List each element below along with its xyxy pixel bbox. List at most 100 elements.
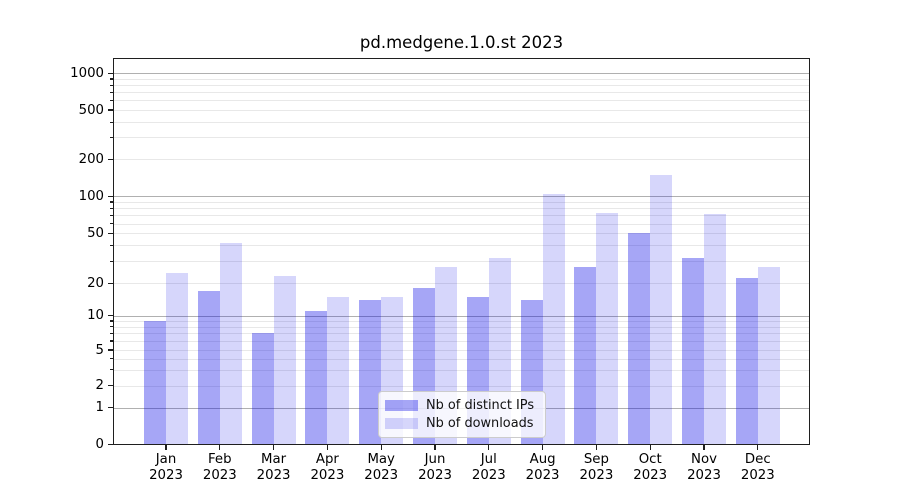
y-axis-tick-label: 1000 [70,65,104,81]
x-axis-tick [165,444,167,450]
y-axis-tick [108,384,113,387]
y-axis-minor-tick [110,214,113,217]
gridline-minor [114,333,809,335]
y-axis-tick-label: 0 [95,437,104,452]
gridline-minor [114,385,809,387]
x-axis-tick-label: Sep 2023 [579,452,614,483]
y-axis-minor-tick [110,369,113,371]
gridline-major [114,315,809,317]
y-axis-tick [108,232,113,234]
legend-label-downloads: Nb of downloads [426,416,534,432]
x-axis-tick-label: Dec 2023 [740,452,775,483]
gridline-major [114,196,809,198]
y-axis-minor-tick [110,99,113,102]
y-axis-minor-tick [110,244,113,247]
gridline-minor [114,340,809,342]
bar-distinct-ips [251,333,274,445]
x-axis-tick-label: May 2023 [364,452,399,483]
legend: Nb of distinct IPs Nb of downloads [378,391,546,438]
x-axis-tick-label: Mar 2023 [256,452,291,483]
y-axis-minor-tick [110,84,113,86]
x-axis-tick-label: Jun 2023 [418,452,452,483]
x-axis-tick-label: Nov 2023 [687,452,721,483]
y-axis-tick [108,109,113,111]
y-axis-minor-tick [110,320,113,322]
y-axis-minor-tick [110,340,113,342]
y-axis-tick-label: 20 [87,275,104,291]
gridline-minor [114,261,809,263]
bar-downloads [704,213,726,445]
y-axis-tick [108,195,113,197]
gridline-minor [114,100,809,102]
y-axis-tick [108,349,113,351]
gridline-major [114,73,809,75]
y-axis-minor-tick [110,358,113,360]
y-axis-minor-tick [110,201,113,203]
bar-distinct-ips [735,278,758,445]
gridline-minor [114,208,809,210]
gridline-minor [114,122,809,123]
legend-item-downloads: Nb of downloads [385,416,539,431]
bar-distinct-ips [144,320,166,445]
x-axis-tick [703,444,705,450]
gridline-minor [114,326,809,328]
y-axis-minor-tick [110,207,113,209]
bar-downloads [273,275,296,445]
bar-downloads [327,296,350,445]
gridline-minor [114,215,809,217]
x-axis-tick [595,444,597,450]
y-axis-tick [108,72,113,74]
x-axis-tick [219,444,221,450]
x-axis-tick-label: Aug 2023 [525,452,560,483]
gridline-minor [114,78,809,80]
y-axis-tick [108,443,113,446]
y-axis-tick [108,406,113,409]
x-axis-tick [434,444,436,450]
legend-item-distinct-ips: Nb of distinct IPs [385,398,539,413]
bar-distinct-ips [359,299,382,445]
x-axis-tick-label: Oct 2023 [633,452,668,483]
y-axis-tick-label: 2 [95,378,104,393]
y-axis-tick-label: 5 [95,342,104,358]
bar-distinct-ips [682,257,704,445]
bar-downloads [596,213,619,445]
gridline-minor [114,350,809,351]
x-axis-tick [380,444,382,450]
bar-distinct-ips [305,311,328,445]
y-axis-tick-label: 200 [78,151,104,167]
y-axis-tick [108,315,113,317]
bar-distinct-ips [197,290,220,445]
y-axis-tick [108,282,113,284]
y-axis-minor-tick [110,121,113,123]
gridline-minor [114,110,809,111]
y-axis-minor-tick [110,91,113,93]
plot-area [113,58,810,445]
gridline-minor [114,137,809,139]
gridline-minor [114,283,809,285]
x-axis-tick [273,444,275,450]
gridline-minor [114,223,809,225]
x-axis-tick [757,444,759,450]
bar-distinct-ips [574,266,597,445]
gridline-minor [114,320,809,322]
gridline-minor [114,159,809,161]
y-axis-minor-tick [110,332,113,335]
bar-downloads [650,174,673,445]
bar-downloads [757,266,780,445]
bar-downloads [166,273,188,445]
y-axis-tick-label: 500 [78,102,104,118]
x-axis-tick [326,444,328,450]
y-axis-tick-label: 10 [87,308,104,324]
y-axis-tick-label: 100 [78,188,104,204]
y-axis-tick-label: 1 [95,400,104,415]
chart-title: pd.medgene.1.0.st 2023 [359,33,564,52]
legend-swatch-distinct-ips [385,399,418,411]
y-axis-minor-tick [110,260,113,262]
gridline-minor [114,245,809,247]
y-axis-tick-label: 50 [87,225,104,241]
x-axis-tick [488,444,490,450]
y-axis-minor-tick [110,136,113,139]
y-axis-minor-tick [110,223,113,225]
y-axis-tick [108,158,113,160]
